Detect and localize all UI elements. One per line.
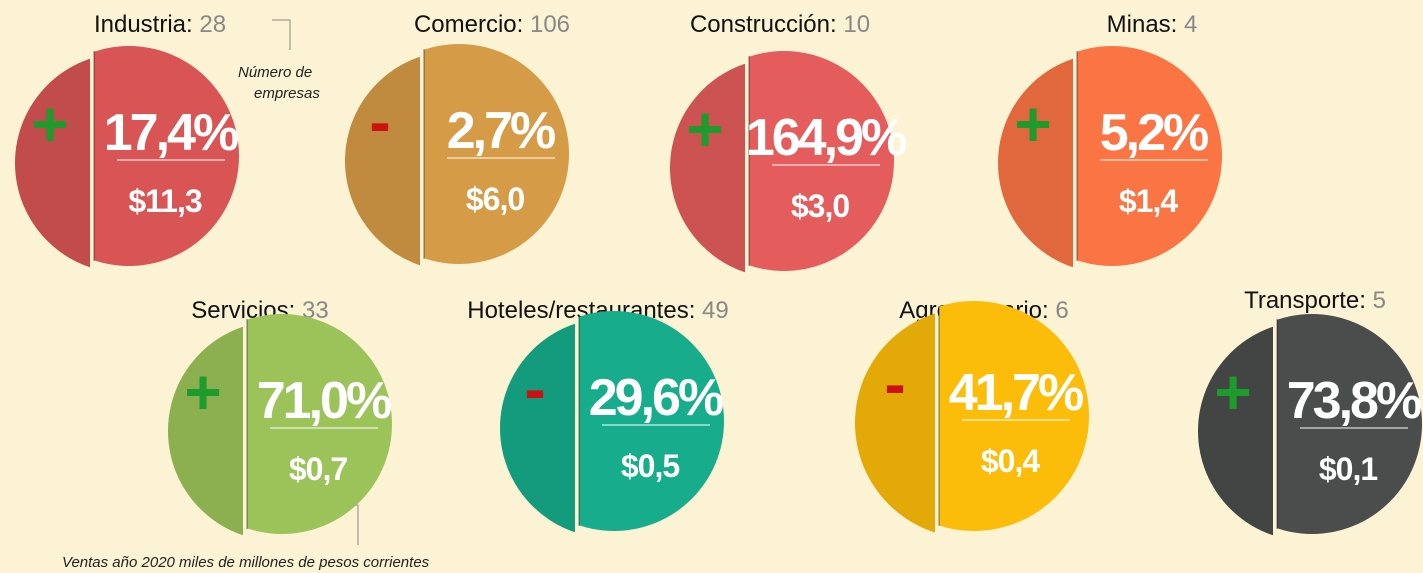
sales-value: $0,4 <box>981 443 1040 479</box>
circle-left-shade <box>15 58 90 268</box>
circle-left <box>345 56 420 266</box>
circle-right-fill <box>749 51 894 271</box>
circle-right-fill <box>247 314 392 534</box>
change-value: 5,2% <box>1100 104 1208 162</box>
note-bracket <box>272 19 291 50</box>
sector-name: Comercio: <box>414 11 523 38</box>
change-sign: + <box>1214 356 1251 428</box>
count-note-line: empresas <box>254 85 320 102</box>
sales-value: $11,3 <box>128 183 202 219</box>
circle-right-fill <box>424 44 569 264</box>
count-note-line: Número de <box>238 64 312 81</box>
change-sign: + <box>686 93 723 165</box>
sector: Minas: 4 + 5,2% $1,4 <box>998 11 1222 268</box>
sales-note-text: Ventas año 2020 miles de millones de pes… <box>62 554 430 571</box>
change-sign: - <box>369 86 390 158</box>
circle-left <box>1198 326 1273 536</box>
circle-right <box>423 44 569 264</box>
count-note: Número de empresas <box>238 19 320 102</box>
sector-count: 49 <box>702 297 729 324</box>
sector-count: 106 <box>530 11 570 38</box>
change-value: 41,7% <box>949 364 1083 422</box>
sector-name: Transporte: <box>1244 287 1366 314</box>
sector-title: Construcción: 10 <box>690 11 870 38</box>
circle-left-shade <box>168 326 243 536</box>
sector-title: Servicios: 33 <box>191 297 328 324</box>
sector-count: 6 <box>1055 297 1068 324</box>
sales-value: $1,4 <box>1119 183 1178 219</box>
circle-left-shade <box>998 58 1073 268</box>
circle-right <box>246 314 392 534</box>
circle-left-shade <box>345 56 420 266</box>
circle-left <box>168 326 243 536</box>
change-value: 164,9% <box>746 109 906 167</box>
circle-right <box>93 46 239 266</box>
sales-note: Ventas año 2020 miles de millones de pes… <box>62 504 430 571</box>
sector-count: 4 <box>1184 11 1197 38</box>
sales-value: $3,0 <box>791 188 849 224</box>
change-value: 71,0% <box>257 372 391 430</box>
change-value: 17,4% <box>104 104 238 162</box>
circle-left <box>855 313 935 533</box>
change-value: 2,7% <box>447 102 555 160</box>
circle-left <box>998 58 1073 268</box>
sector-title: Transporte: 5 <box>1244 287 1386 314</box>
sector: Agropecuario: 6-41,7%$0,4 <box>855 297 1089 533</box>
circle-left-shade <box>500 323 575 533</box>
change-sign: - <box>884 348 905 420</box>
circle-right <box>1276 314 1422 534</box>
circle-left <box>500 323 575 533</box>
circle-right <box>938 301 1089 531</box>
circle-right <box>748 51 894 271</box>
sector-count: 10 <box>843 11 870 38</box>
sector-count: 28 <box>199 11 226 38</box>
sales-value: $0,7 <box>289 451 347 487</box>
sector: Transporte: 5 + 73,8% $0,1 <box>1198 287 1423 536</box>
sector: Servicios: 33 + 71,0% $0,7 <box>168 297 394 536</box>
circle-right <box>578 311 724 531</box>
change-sign: + <box>1014 88 1051 160</box>
sector-title: Minas: 4 <box>1107 11 1198 38</box>
circle-right-fill <box>1277 314 1422 534</box>
circle-right-fill <box>1077 46 1222 266</box>
circle-left <box>15 58 90 268</box>
sector-name: Minas: <box>1107 11 1178 38</box>
circle-left-shade <box>1198 326 1273 536</box>
change-sign: + <box>184 356 221 428</box>
circle-right-fill <box>94 46 239 266</box>
circle-left <box>670 63 745 273</box>
sector-name: Industria: <box>94 11 193 38</box>
sector-title: Industria: 28 <box>94 11 226 38</box>
sales-value: $6,0 <box>466 181 524 217</box>
sales-value: $0,1 <box>1319 451 1377 487</box>
sales-value: $0,5 <box>621 448 679 484</box>
change-value: 73,8% <box>1287 372 1421 430</box>
change-sign: - <box>524 353 545 425</box>
circle-left-shade <box>670 63 745 273</box>
sector: Industria: 28 + 17,4% $11,3 <box>15 11 241 268</box>
circle-right <box>1076 46 1222 266</box>
circle-right-fill <box>579 311 724 531</box>
sector: Construcción: 10 + 164,9% $3,0 <box>670 11 909 273</box>
sector-title: Comercio: 106 <box>414 11 570 38</box>
sector: Comercio: 106 - 2,7% $6,0 <box>345 11 570 266</box>
sector-count: 5 <box>1373 287 1386 314</box>
change-value: 29,6% <box>589 369 723 427</box>
circle-left-shade <box>855 313 935 533</box>
sector: Hoteles/restaurantes: 49- 29,6%$0,5 <box>467 297 729 533</box>
change-sign: + <box>31 88 68 160</box>
circle-right-fill <box>939 301 1089 531</box>
sector-name: Construcción: <box>690 11 837 38</box>
